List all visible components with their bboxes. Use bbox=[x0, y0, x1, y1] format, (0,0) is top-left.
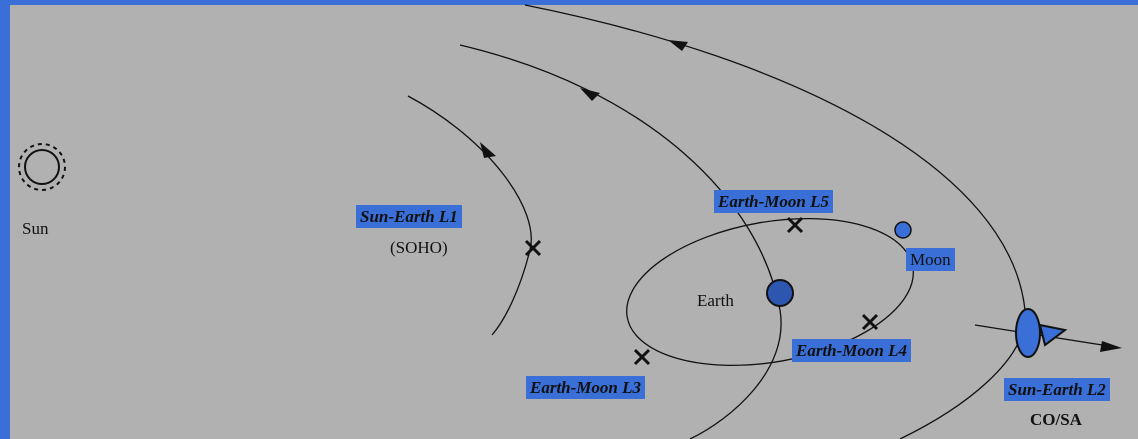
label-box: Earth-Moon L5 bbox=[714, 190, 833, 213]
arrowhead bbox=[580, 88, 600, 101]
earth-icon bbox=[767, 280, 793, 306]
arrowhead bbox=[480, 142, 496, 158]
label-box: Sun-Earth L2 bbox=[1004, 378, 1110, 401]
label: Earth bbox=[697, 289, 734, 312]
label: Sun bbox=[22, 217, 48, 240]
label-box: Earth-Moon L3 bbox=[526, 376, 645, 399]
label: CO/SA bbox=[1030, 408, 1082, 431]
spacecraft-icon bbox=[1016, 309, 1065, 357]
sun-icon bbox=[19, 144, 65, 190]
lagrange-point bbox=[635, 350, 649, 364]
label: (SOHO) bbox=[390, 236, 448, 259]
lagrange-point bbox=[526, 241, 540, 255]
label-box: Earth-Moon L4 bbox=[792, 339, 911, 362]
trajectory bbox=[525, 5, 1025, 439]
arrowhead bbox=[668, 40, 688, 51]
lagrange-point bbox=[788, 218, 802, 232]
diagram: Sun Sun-Earth L1 (SOHO) Earth-Moon L5 Mo… bbox=[0, 0, 1138, 439]
arrowhead bbox=[1100, 341, 1122, 352]
moon-icon bbox=[895, 222, 911, 238]
orbit-drawing bbox=[0, 0, 1138, 439]
label-box: Moon bbox=[906, 248, 955, 271]
lagrange-point bbox=[863, 315, 877, 329]
label-box: Sun-Earth L1 bbox=[356, 205, 462, 228]
